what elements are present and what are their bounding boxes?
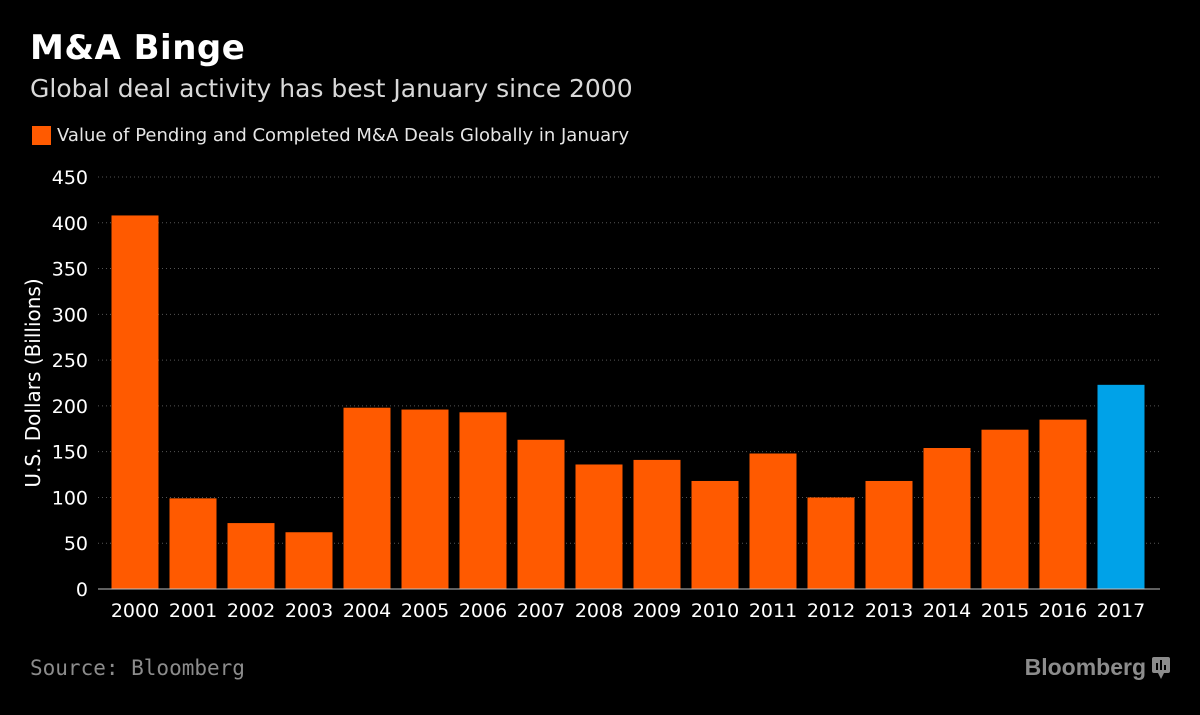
source-note: Source: Bloomberg (30, 656, 245, 680)
x-tick-label: 2003 (285, 600, 333, 622)
bar-2011 (749, 453, 797, 589)
chart-subtitle: Global deal activity has best January si… (30, 74, 633, 103)
y-tick-label: 400 (52, 213, 88, 235)
bar-2014 (923, 448, 971, 589)
y-tick-label: 300 (52, 304, 88, 326)
x-tick-label: 2009 (633, 600, 681, 622)
x-tick-labels: 2000 2001 2002 2003 2004 2005 2006 2007 2008 2009… (111, 600, 1145, 622)
legend-label: Value of Pending and Completed M&A Deals… (57, 124, 630, 146)
bar-2003 (285, 532, 333, 589)
y-tick-label: 350 (52, 259, 88, 281)
x-tick-label: 2000 (111, 600, 159, 622)
x-tick-label: 2006 (459, 600, 507, 622)
x-tick-label: 2005 (401, 600, 449, 622)
legend: Value of Pending and Completed M&A Deals… (32, 124, 629, 146)
bar-2001 (169, 498, 217, 589)
legend-swatch (32, 125, 51, 145)
brand-name: Bloomberg (1024, 654, 1146, 680)
y-tick-label: 450 (52, 167, 88, 189)
x-tick-label: 2011 (749, 600, 797, 622)
x-tick-label: 2008 (575, 600, 623, 622)
x-tick-label: 2012 (807, 600, 855, 622)
y-tick-label: 150 (52, 442, 88, 464)
chart-title: M&A Binge (30, 28, 246, 68)
y-tick-label: 200 (52, 396, 88, 418)
bars (111, 215, 1145, 589)
bar-2008 (575, 464, 623, 589)
x-tick-label: 2016 (1039, 600, 1087, 622)
bloomberg-terminal-icon (1152, 656, 1170, 679)
bar-2000 (111, 215, 159, 589)
bar-2002 (227, 523, 275, 589)
x-tick-label: 2007 (517, 600, 565, 622)
y-tick-label: 100 (52, 487, 88, 509)
y-tick-label: 50 (64, 533, 88, 555)
bar-2017 (1097, 384, 1145, 589)
x-tick-label: 2001 (169, 600, 217, 622)
x-tick-label: 2002 (227, 600, 275, 622)
bar-2015 (981, 429, 1029, 589)
y-tick-label: 250 (52, 350, 88, 372)
x-tick-label: 2004 (343, 600, 391, 622)
x-tick-label: 2013 (865, 600, 913, 622)
bar-2010 (691, 480, 739, 589)
bar-2012 (807, 497, 855, 589)
x-tick-label: 2015 (981, 600, 1029, 622)
y-axis-label: U.S. Dollars (Billions) (21, 278, 45, 487)
bar-2007 (517, 439, 565, 589)
x-tick-label: 2014 (923, 600, 971, 622)
x-tick-label: 2017 (1097, 600, 1145, 622)
bar-2006 (459, 412, 507, 589)
bar-2004 (343, 407, 391, 589)
y-tick-label: 0 (76, 579, 88, 601)
x-tick-label: 2010 (691, 600, 739, 622)
brand-logo: Bloomberg (1025, 654, 1170, 681)
bar-2005 (401, 409, 449, 589)
bar-2013 (865, 480, 913, 589)
bar-2016 (1039, 419, 1087, 589)
bar-2009 (633, 459, 681, 589)
y-tick-labels: 0 50 100 150 200 250 300 350 400 450 (52, 167, 88, 601)
